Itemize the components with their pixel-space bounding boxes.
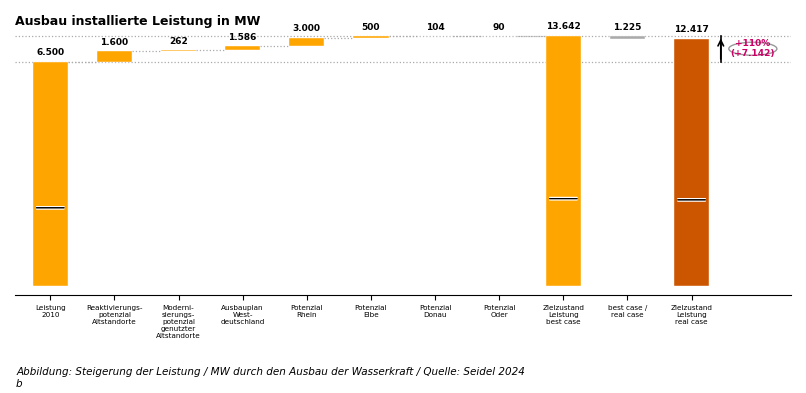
Text: 104: 104 [426, 23, 444, 32]
Text: 13.642: 13.642 [546, 22, 580, 31]
Text: +110%
(+7.142): +110% (+7.142) [730, 39, 775, 59]
Text: 1.225: 1.225 [613, 22, 642, 31]
Text: 6.500: 6.500 [36, 48, 64, 57]
Text: 500: 500 [362, 23, 380, 32]
Bar [353, 36, 388, 38]
Bar [610, 36, 645, 39]
Bar [674, 39, 709, 286]
Text: 90: 90 [493, 22, 505, 31]
Text: 1.586: 1.586 [228, 33, 257, 42]
Bar [225, 46, 260, 50]
Text: Abbildung: Steigerung der Leistung / MW durch den Ausbau der Wasserkraft / Quell: Abbildung: Steigerung der Leistung / MW … [16, 367, 525, 389]
Bar [97, 51, 132, 62]
Bar [289, 38, 325, 46]
Bar [161, 50, 196, 51]
Text: 12.417: 12.417 [674, 25, 709, 34]
Text: Ausbau installierte Leistung in MW: Ausbau installierte Leistung in MW [15, 15, 260, 28]
Bar [32, 62, 68, 286]
Text: 1.600: 1.600 [100, 38, 128, 47]
Text: 3.000: 3.000 [293, 24, 321, 33]
Bar [546, 36, 581, 286]
Ellipse shape [729, 42, 777, 55]
Text: 262: 262 [169, 37, 188, 46]
